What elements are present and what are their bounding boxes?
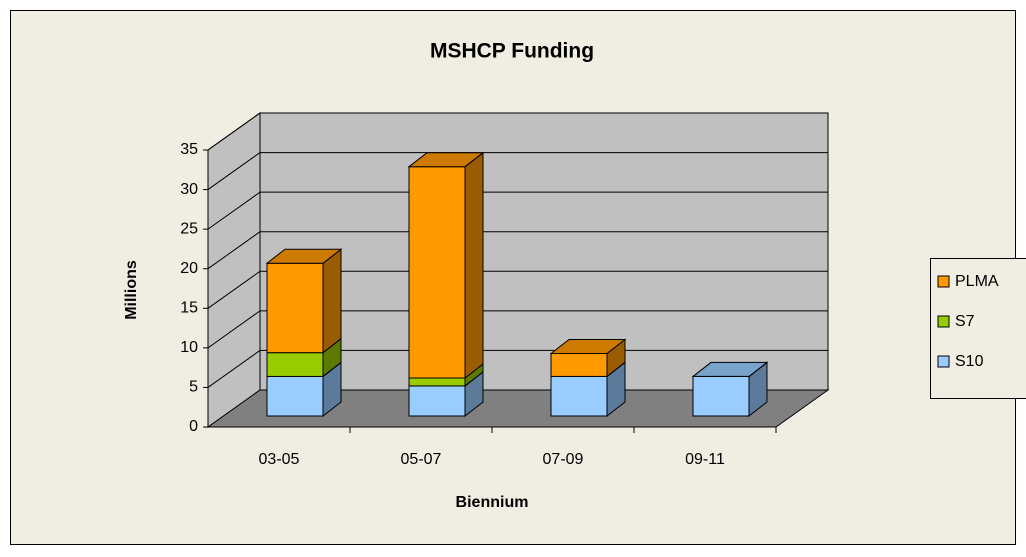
- legend-label: S10: [955, 353, 984, 370]
- bar: [551, 376, 607, 416]
- bar: [267, 353, 323, 377]
- legend-swatch: [938, 276, 949, 287]
- legend-label: S7: [955, 313, 975, 330]
- y-tick-label: 35: [180, 141, 198, 158]
- y-tick-label: 10: [180, 339, 198, 356]
- x-tick-label: 03-05: [259, 451, 300, 468]
- y-tick-label: 25: [180, 220, 198, 237]
- legend-label: PLMA: [955, 273, 999, 290]
- bar: [267, 376, 323, 416]
- side-wall: [208, 113, 260, 427]
- y-tick-label: 30: [180, 181, 198, 198]
- bar-side: [323, 249, 341, 352]
- back-wall: [260, 113, 828, 390]
- bar: [409, 386, 465, 416]
- bar: [267, 263, 323, 352]
- x-tick-label: 07-09: [543, 451, 584, 468]
- y-tick-label: 20: [180, 260, 198, 277]
- chart-title: MSHCP Funding: [430, 40, 594, 63]
- legend-swatch: [938, 316, 949, 327]
- y-tick-label: 5: [189, 379, 198, 396]
- bar: [693, 376, 749, 416]
- bar: [409, 167, 465, 378]
- y-tick-label: 0: [189, 418, 198, 435]
- y-axis-label: Millions: [123, 260, 140, 320]
- bar-side: [465, 153, 483, 378]
- x-axis-label: Biennium: [456, 494, 529, 511]
- legend-swatch: [938, 356, 949, 367]
- x-tick-label: 05-07: [401, 451, 442, 468]
- y-tick-label: 15: [180, 300, 198, 317]
- bar: [551, 353, 607, 376]
- bar: [409, 378, 465, 386]
- x-tick-label: 09-11: [685, 451, 725, 468]
